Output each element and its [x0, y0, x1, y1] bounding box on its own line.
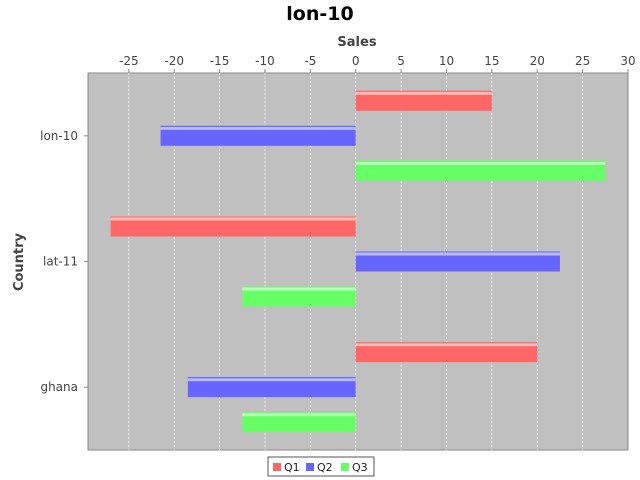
bar-q3-ghana	[242, 412, 356, 433]
bar-edge	[355, 342, 538, 344]
y-axis-label: Country	[12, 232, 27, 291]
x-tick-label: -5	[304, 54, 316, 68]
bar-highlight	[355, 343, 538, 347]
bar-highlight	[187, 378, 356, 382]
bar-highlight	[242, 287, 356, 291]
bars	[110, 90, 606, 433]
bar-highlight	[242, 413, 356, 417]
bar-edge	[160, 125, 356, 127]
y-tick-label: ghana	[40, 380, 78, 394]
bar-q1-lon-10	[355, 90, 492, 111]
bar-edge	[242, 286, 356, 288]
legend-swatch-q1	[273, 463, 281, 471]
x-tick-label: -15	[210, 54, 230, 68]
bar-edge	[110, 216, 356, 218]
x-tick-label: 25	[575, 54, 590, 68]
bar-highlight	[355, 161, 606, 165]
x-tick-label: 5	[397, 54, 405, 68]
legend-swatch-q3	[341, 463, 349, 471]
legend-label-q1: Q1	[284, 461, 300, 474]
bar-fill	[242, 286, 356, 307]
bar-edge	[355, 251, 560, 253]
bar-q1-ghana	[355, 342, 538, 363]
bar-edge	[242, 412, 356, 414]
bar-q3-lat-11	[242, 286, 356, 307]
chart-title: lon-10	[286, 3, 353, 25]
bar-highlight	[355, 91, 492, 95]
bar-fill	[355, 160, 606, 181]
bar-edge	[187, 377, 356, 379]
legend-label-q2: Q2	[317, 461, 333, 474]
bar-edge	[355, 90, 492, 92]
bar-edge	[355, 160, 606, 162]
x-tick-label: 0	[352, 54, 360, 68]
bar-fill	[187, 377, 356, 398]
x-tick-label: -10	[255, 54, 275, 68]
x-tick-label: 10	[439, 54, 454, 68]
x-tick-label: 20	[530, 54, 545, 68]
y-tick-label: lat-11	[43, 255, 78, 269]
bar-q2-lon-10	[160, 125, 356, 146]
x-axis-label: Sales	[337, 35, 376, 50]
bar-q3-lon-10	[355, 160, 606, 181]
bar-fill	[355, 342, 538, 363]
bar-q2-ghana	[187, 377, 356, 398]
x-tick-label: 15	[484, 54, 499, 68]
legend-box	[267, 456, 375, 477]
bar-q2-lat-11	[355, 251, 560, 272]
bar-fill	[355, 251, 560, 272]
bar-fill	[110, 216, 356, 237]
bar-fill	[355, 90, 492, 111]
bar-fill	[242, 412, 356, 433]
x-tick-label: 30	[620, 54, 635, 68]
bar-fill	[160, 125, 356, 146]
legend-label-q3: Q3	[352, 461, 368, 474]
x-axis-ticks: -25 -20 -15 -10 -5 0 5 10 15 20 25 30	[119, 54, 636, 73]
bar-q1-lat-11	[110, 216, 356, 237]
bar-highlight	[355, 252, 560, 256]
y-axis-ticks: lon-10 lat-11 ghana	[40, 129, 88, 394]
x-tick-label: -20	[164, 54, 184, 68]
y-tick-label: lon-10	[40, 129, 78, 143]
bar-highlight	[110, 217, 356, 221]
x-tick-label: -25	[119, 54, 139, 68]
legend-swatch-q2	[306, 463, 314, 471]
bar-highlight	[160, 126, 356, 130]
legend: Q1 Q2 Q3	[267, 456, 375, 477]
